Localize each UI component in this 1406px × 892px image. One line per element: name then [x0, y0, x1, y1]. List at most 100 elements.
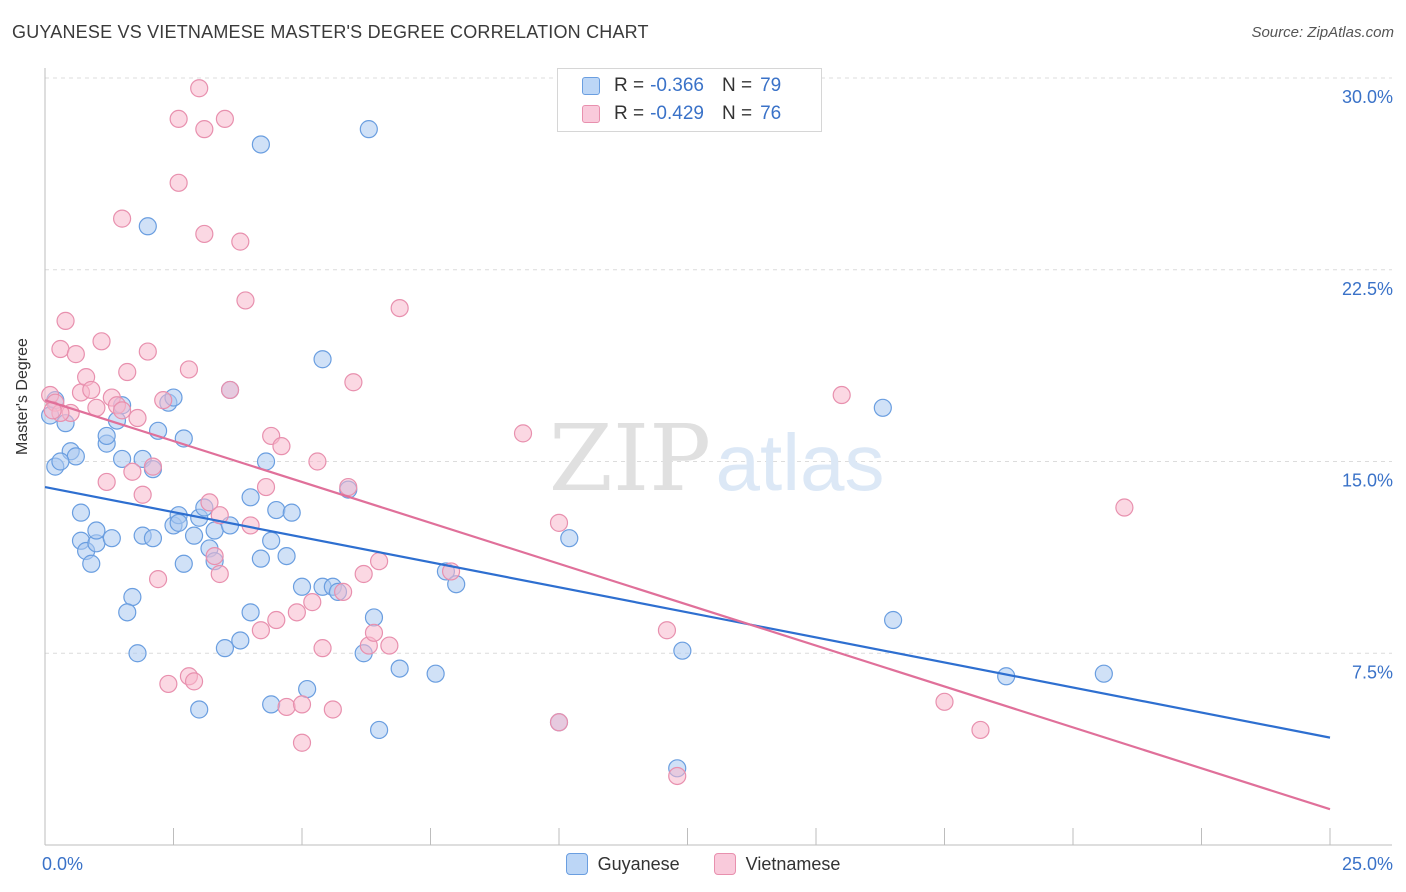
legend-item-vietnamese[interactable]: Vietnamese [713, 852, 841, 876]
data-point-guyanese [364, 608, 384, 627]
source-credit: Source: ZipAtlas.com [1251, 24, 1394, 41]
data-point-vietnamese [118, 362, 137, 382]
data-point-vietnamese [128, 408, 147, 428]
data-point-vietnamese [344, 373, 363, 392]
x-tick-label: 25.0% [1342, 854, 1393, 874]
data-point-vietnamese [334, 582, 353, 601]
trend-line-guyanese [44, 485, 1331, 739]
data-point-vietnamese [1115, 498, 1134, 517]
data-point-vietnamese [184, 672, 204, 691]
data-point-vietnamese [971, 720, 990, 740]
data-point-guyanese [313, 350, 332, 369]
data-point-guyanese [256, 452, 276, 471]
y-axis-label: Master's Degree [14, 338, 31, 455]
data-point-vietnamese [190, 79, 209, 98]
data-point-vietnamese [154, 391, 173, 410]
stats-r-value: -0.429 [650, 103, 704, 124]
data-point-vietnamese [370, 552, 389, 571]
legend-item-guyanese[interactable]: Guyanese [565, 852, 680, 876]
legend-swatch-vietnamese [713, 853, 736, 875]
data-point-vietnamese [287, 603, 306, 622]
data-point-guyanese [97, 426, 116, 446]
axis-layer [44, 68, 1392, 846]
data-point-guyanese [277, 546, 296, 566]
data-point-guyanese [262, 695, 281, 714]
data-point-guyanese [143, 529, 163, 548]
data-point-vietnamese [267, 610, 286, 630]
legend-label-guyanese: Guyanese [597, 853, 680, 874]
data-point-vietnamese [123, 462, 142, 481]
data-point-vietnamese [133, 485, 152, 504]
stats-swatch-vietnamese [582, 105, 600, 123]
data-point-guyanese [241, 488, 260, 507]
data-point-vietnamese [323, 700, 342, 719]
data-point-vietnamese [832, 385, 851, 405]
y-tick-label: 15.0% [1342, 471, 1393, 491]
stats-n-value: 79 [760, 75, 782, 96]
trend-line-vietnamese [44, 399, 1331, 811]
data-point-guyanese [190, 700, 209, 719]
data-point-vietnamese [56, 311, 75, 330]
legend-label-vietnamese: Vietnamese [745, 853, 841, 874]
stats-n-value: 76 [760, 103, 782, 124]
data-point-guyanese [298, 679, 317, 699]
data-point-vietnamese [380, 636, 399, 655]
data-point-guyanese [123, 587, 142, 607]
data-point-vietnamese [220, 380, 240, 400]
data-point-guyanese [560, 529, 579, 548]
data-point-guyanese [102, 529, 121, 548]
data-point-guyanese [118, 603, 137, 622]
data-point-vietnamese [277, 697, 296, 717]
data-point-vietnamese [339, 477, 358, 497]
data-point-vietnamese [256, 477, 276, 497]
grid-layer [45, 77, 1392, 654]
data-point-guyanese [205, 521, 224, 540]
data-point-vietnamese [66, 345, 85, 364]
data-point-guyanese [231, 631, 250, 650]
data-point-vietnamese [138, 342, 157, 361]
data-point-vietnamese [935, 692, 954, 711]
data-point-guyanese [370, 720, 389, 740]
data-point-vietnamese [308, 452, 327, 471]
data-point-guyanese [138, 217, 157, 236]
data-point-guyanese [215, 639, 234, 658]
points-layer [41, 79, 1134, 786]
data-point-guyanese [390, 659, 409, 678]
x-tick-label: 0.0% [42, 854, 83, 874]
data-point-guyanese [282, 503, 301, 522]
stats-box: R = -0.366 N = 79 R = -0.429 N = 76 [557, 68, 822, 132]
data-point-guyanese [71, 503, 91, 522]
data-point-guyanese [174, 554, 193, 573]
y-tick-label: 7.5% [1352, 662, 1393, 682]
data-point-vietnamese [169, 173, 188, 192]
data-point-vietnamese [159, 674, 178, 694]
data-point-vietnamese [179, 360, 199, 379]
data-point-guyanese [66, 447, 85, 466]
trend-layer [44, 399, 1331, 811]
legend-swatch-guyanese [565, 853, 588, 875]
data-point-guyanese [241, 603, 260, 622]
data-point-vietnamese [112, 209, 132, 228]
data-point-vietnamese [112, 401, 132, 420]
data-point-vietnamese [195, 120, 214, 139]
data-point-vietnamese [143, 457, 163, 476]
data-point-vietnamese [97, 472, 116, 492]
data-point-vietnamese [210, 564, 229, 584]
data-point-guyanese [673, 641, 692, 660]
stats-row-guyanese: R = -0.366 N = 79 [582, 72, 781, 100]
data-point-guyanese [112, 449, 132, 469]
data-point-vietnamese [195, 224, 214, 244]
data-point-vietnamese [313, 639, 332, 658]
data-point-vietnamese [215, 109, 234, 129]
data-point-vietnamese [513, 424, 533, 443]
data-point-vietnamese [549, 713, 569, 732]
data-point-vietnamese [303, 593, 322, 612]
data-point-guyanese [883, 610, 903, 630]
data-point-vietnamese [251, 621, 270, 640]
data-point-vietnamese [390, 299, 409, 318]
data-point-guyanese [262, 531, 281, 550]
data-point-vietnamese [292, 733, 312, 752]
stats-r-label: R = [614, 75, 645, 96]
legend: Guyanese Vietnamese [0, 852, 1406, 876]
